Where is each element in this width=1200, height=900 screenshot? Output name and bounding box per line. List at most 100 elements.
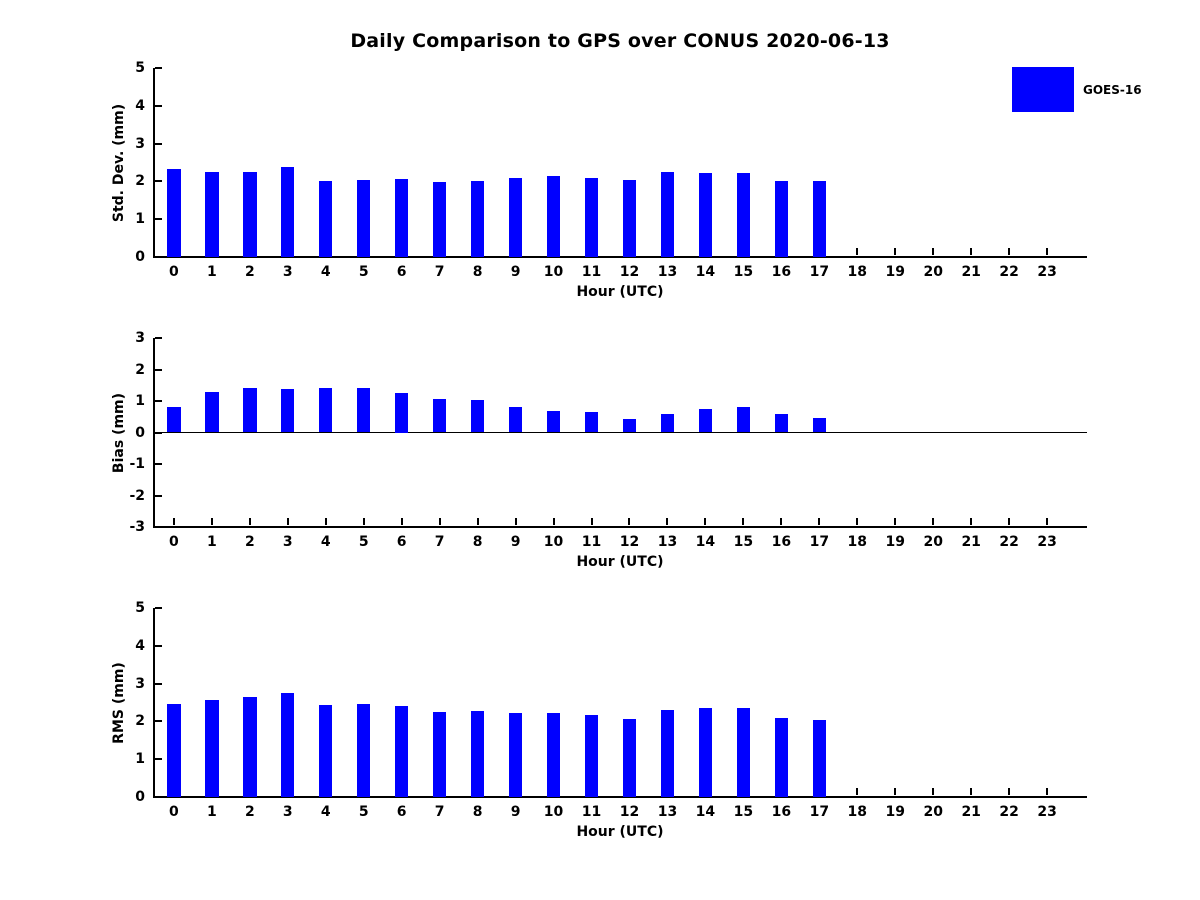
x-tick [172, 518, 175, 525]
bar-hour-13 [660, 171, 675, 257]
bar-hour-3 [281, 167, 295, 257]
x-axis-label: Hour (UTC) [576, 824, 664, 840]
x-tick-label: 9 [510, 534, 521, 550]
bar-hour-1 [205, 392, 219, 433]
bar-hour-8 [470, 400, 485, 433]
bar-hour-16 [774, 181, 789, 257]
x-tick [932, 248, 935, 255]
legend-label: GOES-16 [1083, 83, 1142, 97]
bar-hour-5 [357, 704, 371, 797]
x-tick-label: 16 [771, 534, 792, 550]
y-tick [155, 337, 162, 339]
x-tick-label: 10 [543, 264, 564, 280]
x-tick-label: 10 [543, 534, 564, 550]
y-axis-spine [153, 338, 155, 528]
x-tick-label: 6 [396, 264, 407, 280]
y-axis-spine [153, 608, 155, 798]
y-tick-label: 1 [135, 393, 145, 409]
x-tick-label: 2 [244, 804, 255, 820]
y-tick [155, 142, 162, 145]
bar-hour-4 [319, 181, 333, 257]
bar-hour-2 [243, 387, 257, 433]
x-tick-label: 18 [847, 804, 868, 820]
bar-hour-7 [432, 711, 447, 797]
x-tick [780, 518, 783, 525]
x-tick-label: 16 [771, 264, 792, 280]
x-tick-label: 23 [1037, 534, 1057, 550]
bar-hour-2 [243, 171, 257, 257]
bar-hour-11 [584, 178, 599, 257]
y-tick-label: -3 [129, 519, 145, 535]
x-tick-label: 3 [282, 804, 293, 820]
bar-hour-12 [622, 718, 637, 797]
x-axis-spine [153, 256, 1087, 258]
x-tick [248, 518, 251, 525]
x-tick [856, 248, 859, 255]
x-tick-label: 23 [1037, 804, 1057, 820]
y-tick-label: 4 [135, 97, 145, 114]
bar-hour-13 [660, 414, 675, 433]
x-tick-label: 17 [809, 264, 830, 280]
x-tick [476, 518, 479, 525]
x-tick-label: 17 [809, 804, 830, 820]
bar-hour-7 [432, 182, 447, 257]
y-axis-label: Std. Dev. (mm) [111, 103, 127, 222]
x-tick-label: 15 [733, 264, 754, 280]
x-tick [286, 518, 289, 525]
x-tick [1046, 518, 1049, 525]
x-tick-label: 14 [695, 804, 716, 820]
bar-hour-5 [357, 180, 371, 257]
x-tick-label: 3 [282, 534, 293, 550]
x-tick-label: 11 [581, 804, 602, 820]
x-tick [932, 518, 935, 525]
bar-hour-17 [812, 719, 827, 797]
x-tick-label: 12 [619, 804, 640, 820]
x-tick-label: 0 [169, 804, 179, 820]
x-tick-label: 8 [472, 264, 483, 280]
x-tick-label: 11 [581, 264, 602, 280]
y-tick-label: 5 [135, 600, 145, 616]
bar-hour-12 [622, 419, 637, 433]
x-tick-label: 22 [999, 264, 1019, 280]
x-tick [590, 518, 593, 525]
x-tick-label: 6 [396, 534, 407, 550]
x-tick [704, 518, 707, 525]
bar-hour-10 [546, 712, 561, 797]
x-tick [1046, 788, 1049, 795]
y-axis-spine [153, 68, 155, 258]
bar-hour-15 [736, 708, 751, 797]
x-tick-label: 0 [169, 534, 179, 550]
y-tick [155, 67, 162, 69]
bar-hour-10 [546, 411, 561, 433]
bar-hour-15 [736, 406, 751, 433]
x-tick-label: 20 [923, 534, 943, 550]
y-tick-label: 3 [135, 135, 145, 152]
y-tick-label: 0 [135, 424, 145, 441]
x-tick [970, 518, 973, 525]
x-tick-label: 15 [733, 804, 754, 820]
legend-swatch-goes16 [1012, 67, 1074, 112]
x-tick [1046, 248, 1049, 255]
bar-hour-14 [698, 173, 713, 257]
x-tick-label: 15 [733, 534, 754, 550]
x-tick [894, 248, 897, 255]
x-axis-spine [153, 526, 1087, 528]
y-tick-label: 3 [135, 675, 145, 692]
x-tick-label: 21 [961, 264, 981, 280]
y-tick-label: 3 [135, 330, 145, 346]
x-tick-label: 5 [358, 804, 369, 820]
x-tick [628, 518, 631, 525]
x-tick-label: 13 [657, 804, 678, 820]
bar-hour-0 [167, 704, 181, 797]
x-tick-label: 1 [206, 804, 217, 820]
x-tick [970, 788, 973, 795]
x-tick-label: 4 [320, 534, 331, 550]
bar-hour-8 [470, 180, 485, 257]
x-tick-label: 7 [434, 804, 445, 820]
bar-hour-9 [508, 407, 523, 433]
bar-hour-0 [167, 407, 181, 433]
y-tick-label: -1 [129, 456, 145, 472]
y-tick [155, 218, 162, 221]
x-tick [1008, 518, 1011, 525]
x-tick [1008, 788, 1011, 795]
